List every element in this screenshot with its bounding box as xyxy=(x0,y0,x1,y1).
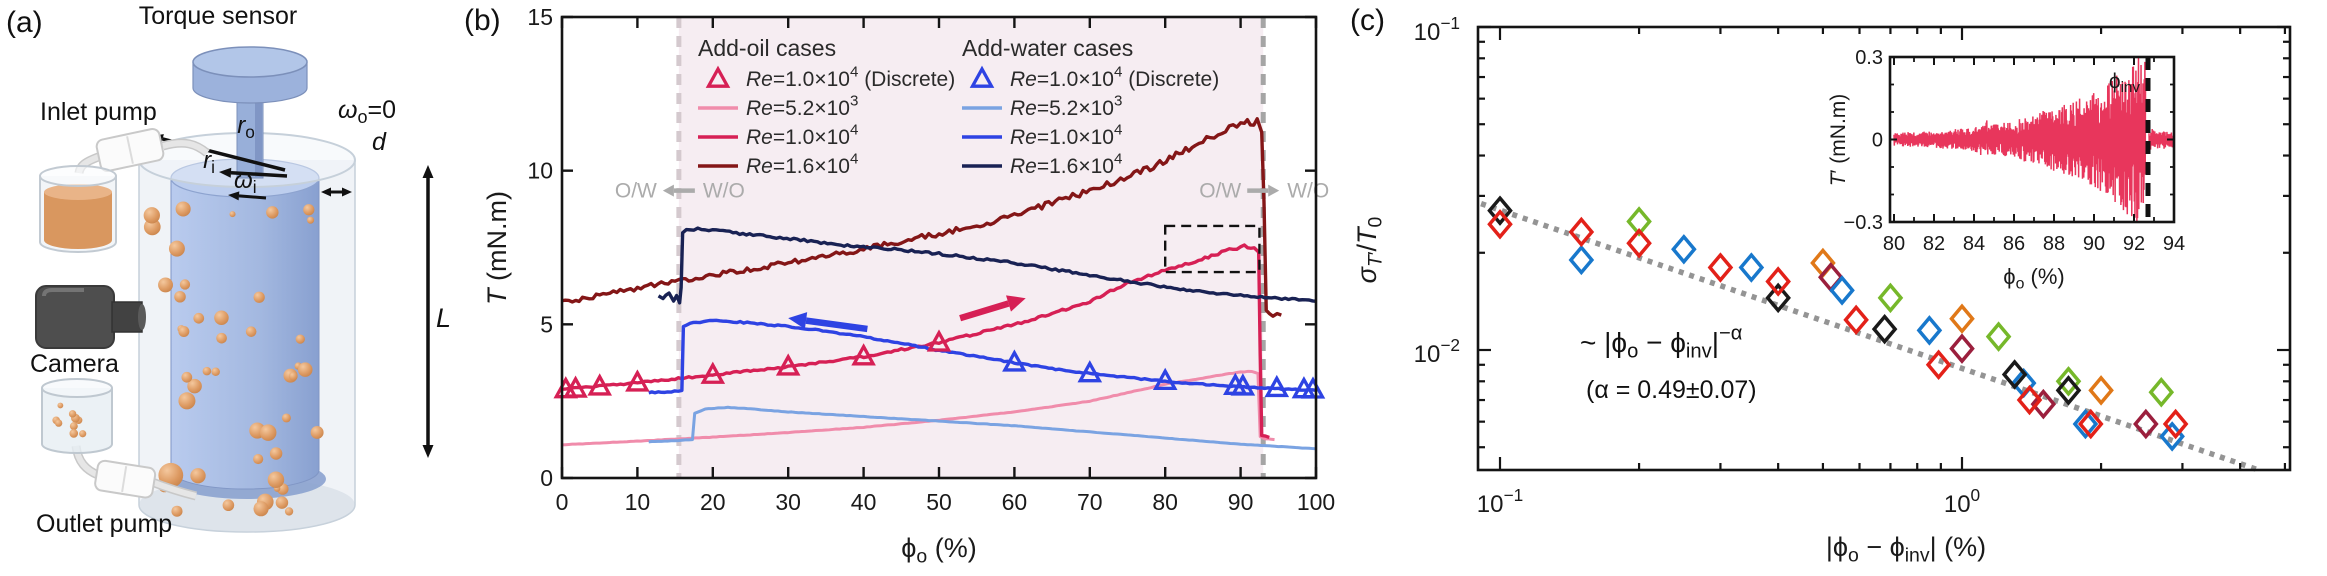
regime-label: W/O xyxy=(1287,180,1329,203)
y-tick-label: 10 xyxy=(527,158,553,184)
legend-entry-label: Re=1.0×104 (Discrete) xyxy=(746,64,955,91)
x-tick-label: 0 xyxy=(556,489,569,515)
panel-a-letter: (a) xyxy=(6,6,43,39)
y-tick-label: 0 xyxy=(540,465,553,491)
inset-y-tick-label: −0.3 xyxy=(1844,212,1883,234)
camera xyxy=(35,285,146,349)
inset-x-tick-label: 94 xyxy=(2163,233,2185,255)
series-add-water-re-1-0e4 xyxy=(648,318,1317,395)
x-tick-label: 10−1 xyxy=(1477,485,1523,518)
torque-sensor-label: Torque sensor xyxy=(139,2,297,30)
inner-cylinder xyxy=(170,178,320,490)
y-tick-label: 5 xyxy=(540,311,553,337)
scatter-green xyxy=(1626,206,2175,408)
x-tick-label: 70 xyxy=(1077,489,1103,515)
inset-x-tick-label: 90 xyxy=(2083,233,2105,255)
scatter-black xyxy=(1487,195,2082,406)
torque-vs-oil-fraction-chart: O/W W/O O/W W/O 0 10 20 30 40 50 60 70 80 90 100 0 5 10 15… xyxy=(482,4,1335,567)
series-add-water-re-1-6e4 xyxy=(657,226,1317,305)
gap-d-label: d xyxy=(372,128,387,156)
y-tick-label: 15 xyxy=(527,4,553,30)
x-tick-label: 50 xyxy=(926,489,952,515)
x-tick-label: 90 xyxy=(1228,489,1254,515)
scatter-maroon xyxy=(1818,262,2159,440)
x-tick-label: 20 xyxy=(700,489,726,515)
phi-inv-label: ϕinv xyxy=(2109,70,2141,96)
y-tick-label: 10−1 xyxy=(1414,13,1460,46)
r-inner-label: ri xyxy=(203,147,215,177)
x-tick-label: 30 xyxy=(775,489,801,515)
inset-x-axis-label: ϕo (%) xyxy=(2003,264,2064,292)
outlet-pump xyxy=(41,378,198,501)
inlet-pump-label: Inlet pump xyxy=(40,98,157,126)
axes-frame xyxy=(1476,25,2292,472)
inset-x-tick-label: 80 xyxy=(1883,233,1905,255)
inset-source-box xyxy=(1164,224,1261,274)
power-law-fit-line xyxy=(1480,201,2260,473)
torque-fluctuation-signal xyxy=(1893,57,2174,222)
panel-b-letter: (b) xyxy=(464,4,501,37)
y-axis-label: σT′/T0 xyxy=(1352,216,1386,283)
oil-droplets xyxy=(143,201,324,517)
scatter-red xyxy=(1487,209,2189,440)
panel-c-letter: (c) xyxy=(1350,4,1385,37)
inset-x-tick-label: 92 xyxy=(2123,233,2145,255)
y-tick-label: 10−2 xyxy=(1414,335,1460,368)
inset-y-tick-label: 0 xyxy=(1872,130,1883,152)
alpha-value-annotation: (α = 0.49±0.07) xyxy=(1586,376,1757,404)
x-tick-label: 40 xyxy=(851,489,877,515)
outlet-pump-label: Outlet pump xyxy=(36,510,172,538)
inlet-pump xyxy=(39,127,210,253)
legend-entry-label: Re=1.6×104 xyxy=(1010,151,1122,178)
fluctuation-scaling-chart: 10−1 100 10−1 10−2 |ϕo − ϕinv| (%) σT′/T0 ~ |ϕ… xyxy=(1352,13,2292,566)
inset-x-tick-label: 82 xyxy=(1923,233,1945,255)
x-axis-label: |ϕo − ϕinv| (%) xyxy=(1826,532,1986,566)
legend-title: Add-water cases xyxy=(962,35,1133,61)
inset-y-tick-label: 0.3 xyxy=(1855,47,1883,69)
x-axis-label: ϕo (%) xyxy=(901,533,976,567)
r-outer-label: ro xyxy=(237,112,255,142)
x-tick-label: 10 xyxy=(625,489,651,515)
series-add-water-re-5-2e3 xyxy=(648,405,1317,451)
inset-y-axis-label: T′ (mN.m) xyxy=(1827,94,1850,187)
inset-x-tick-label: 88 xyxy=(2043,233,2065,255)
scatter-blue xyxy=(1568,234,2185,452)
x-tick-label: 60 xyxy=(1002,489,1028,515)
legend-marker-triangle xyxy=(705,65,731,88)
camera-label: Camera xyxy=(30,350,119,378)
markers-add-water-discrete-re-1-0e4 xyxy=(1002,349,1326,399)
omega-inner-label: ωi xyxy=(234,167,257,197)
x-tick-label: 100 xyxy=(1944,485,1980,518)
legend-title: Add-oil cases xyxy=(698,35,836,61)
legend-entry-label: Re=1.0×104 xyxy=(746,122,858,149)
legend-entry-label: Re=5.2×103 xyxy=(1010,93,1122,120)
regime-label: O/W xyxy=(615,180,657,203)
x-tick-label: 100 xyxy=(1297,489,1335,515)
markers-add-oil-discrete-re-1-0e4 xyxy=(553,329,952,399)
length-L-label: L xyxy=(436,303,451,333)
regime-label: W/O xyxy=(703,180,745,203)
legend-entry-label: Re=1.6×104 xyxy=(746,151,858,178)
x-tick-label: 80 xyxy=(1152,489,1178,515)
legend-marker-triangle xyxy=(969,65,995,88)
inset-x-tick-label: 86 xyxy=(2003,233,2025,255)
torque-sensor-disc xyxy=(192,46,308,78)
regime-label: O/W xyxy=(1199,180,1241,203)
scaling-annotation: ~ |ϕo − ϕinv|−α xyxy=(1580,322,1743,362)
legend-entry-label: Re=5.2×103 xyxy=(746,93,858,120)
legend-entry-label: Re=1.0×104 (Discrete) xyxy=(1010,64,1219,91)
legend-entry-label: Re=1.0×104 xyxy=(1010,122,1122,149)
inset-x-tick-label: 84 xyxy=(1963,233,1985,255)
omega-outer-label: ωo=0 xyxy=(338,96,396,127)
y-axis-label: T (mN.m) xyxy=(482,191,512,305)
